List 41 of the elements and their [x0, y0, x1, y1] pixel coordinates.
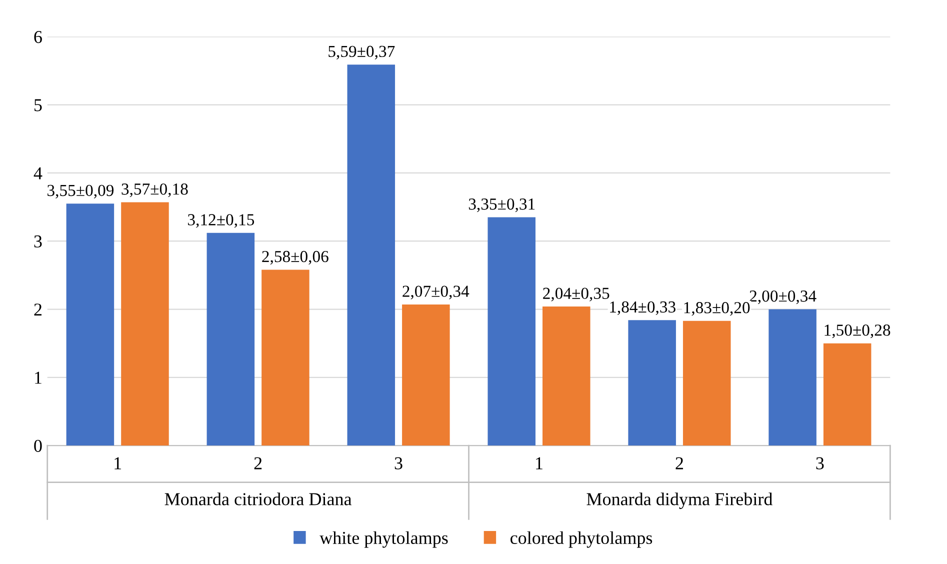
data-label: 3,12±0,15 — [188, 214, 254, 228]
y-tick-label: 6 — [34, 30, 42, 44]
bar — [682, 320, 731, 446]
bar — [262, 270, 310, 446]
x-tick-label: 1 — [536, 457, 542, 470]
bar — [402, 304, 450, 446]
data-label: 1,50±0,28 — [824, 324, 890, 338]
bar — [823, 343, 872, 446]
x-tick-label: 3 — [394, 457, 402, 470]
legend-label: white phytolamps — [320, 531, 448, 548]
bar — [347, 64, 396, 446]
y-tick-label: 3 — [34, 235, 42, 248]
x-tick-label: 1 — [114, 457, 122, 470]
data-label: 2,00±0,34 — [750, 290, 816, 304]
bar — [206, 232, 255, 446]
data-label: 1,83±0,20 — [684, 302, 750, 316]
y-tick-label: 5 — [34, 99, 42, 112]
bar — [121, 202, 169, 446]
bar — [628, 320, 676, 446]
data-label: 2,58±0,06 — [262, 250, 328, 265]
bar — [66, 204, 114, 446]
data-label: 2,07±0,34 — [402, 286, 470, 300]
data-label: 3,55±0,09 — [48, 184, 114, 198]
x-tick-label: 2 — [676, 457, 683, 470]
data-label: 3,57±0,18 — [122, 183, 188, 198]
x-tick-label: 3 — [816, 457, 824, 470]
legend-label: colored phytolamps — [510, 531, 652, 548]
bar — [768, 309, 816, 446]
bar — [542, 306, 590, 446]
bar — [488, 217, 536, 446]
data-label: 3,35±0,31 — [468, 198, 535, 212]
data-label: 2,04±0,35 — [543, 288, 610, 302]
y-tick-label: 2 — [34, 304, 42, 316]
x-tick-label: 2 — [254, 457, 262, 470]
text: Monarda didyma Firebird — [586, 492, 773, 510]
data-label: 1,84±0,33 — [610, 301, 676, 316]
y-tick-label: 4 — [34, 167, 42, 180]
data-label: 5,59±0,37 — [328, 46, 395, 60]
text: Monarda citriodora Diana — [164, 492, 352, 506]
y-tick-label: 0 — [34, 440, 42, 452]
y-tick-label: 1 — [35, 372, 42, 384]
